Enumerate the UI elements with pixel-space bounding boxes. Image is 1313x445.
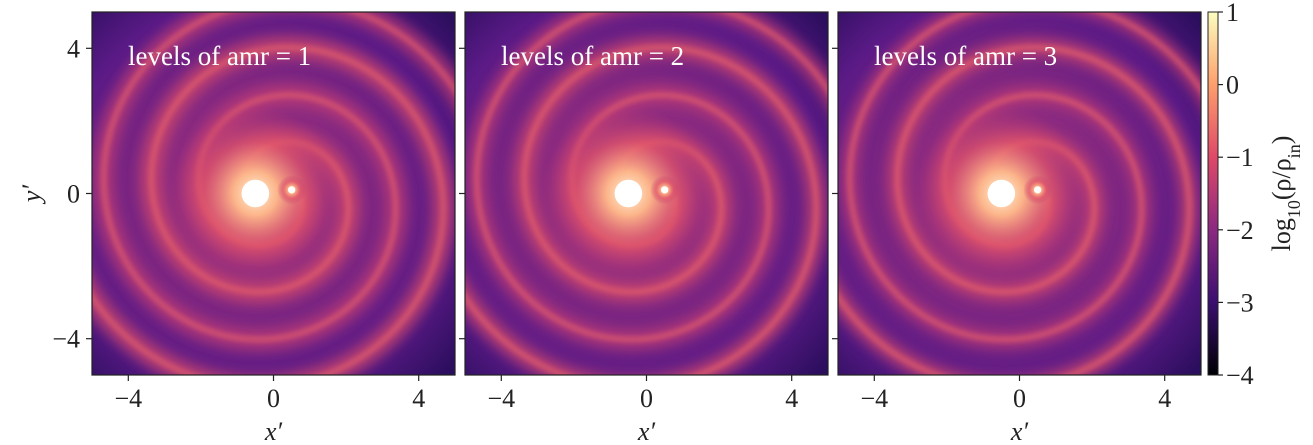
companion (1034, 186, 1042, 194)
heatmap-image (92, 12, 455, 375)
colorbar-label-part: 10 (1284, 200, 1304, 218)
colorbar-label-part: ) (1267, 136, 1296, 145)
x-tick-label: −4 (114, 384, 142, 413)
x-tick-label: 0 (640, 384, 653, 413)
x-tick-label: −4 (860, 384, 888, 413)
x-tick-label: 0 (267, 384, 280, 413)
colorbar (1207, 11, 1219, 376)
annotation: levels of amr = 3 (874, 41, 1057, 71)
heatmap-image (465, 12, 828, 375)
colorbar-label: log10(ρ/ρin) (1267, 136, 1304, 252)
annotation: levels of amr = 2 (501, 41, 684, 71)
star (987, 179, 1016, 208)
x-tick-label: −4 (487, 384, 515, 413)
y-tick-label: −4 (52, 325, 80, 354)
x-axis-label: x′ (264, 417, 283, 445)
companion (661, 186, 669, 194)
colorbar-tick-label: 1 (1226, 0, 1239, 27)
x-tick-label: 4 (412, 384, 425, 413)
colorbar-label-part: log (1267, 218, 1296, 251)
y-axis-label: y′ (17, 185, 46, 206)
colorbar-label-part: in (1284, 144, 1304, 158)
annotation: levels of amr = 1 (128, 41, 311, 71)
y-tick-label: 0 (67, 180, 80, 209)
star (614, 179, 643, 208)
y-tick-label: 4 (67, 34, 80, 63)
star (241, 179, 270, 208)
x-tick-label: 4 (1158, 384, 1171, 413)
colorbar-tick-label: −4 (1226, 361, 1254, 390)
colorbar-tick-label: −2 (1226, 216, 1254, 245)
companion (288, 186, 296, 194)
heatmap-image (838, 12, 1201, 375)
x-tick-label: 0 (1013, 384, 1026, 413)
x-tick-label: 4 (785, 384, 798, 413)
colorbar-label-part: (ρ/ρ (1267, 158, 1296, 200)
colorbar-tick-label: −3 (1226, 288, 1254, 317)
colorbar-tick-label: 0 (1226, 71, 1239, 100)
colorbar-tick-label: −1 (1226, 143, 1254, 172)
x-axis-label: x′ (637, 417, 656, 445)
x-axis-label: x′ (1010, 417, 1029, 445)
